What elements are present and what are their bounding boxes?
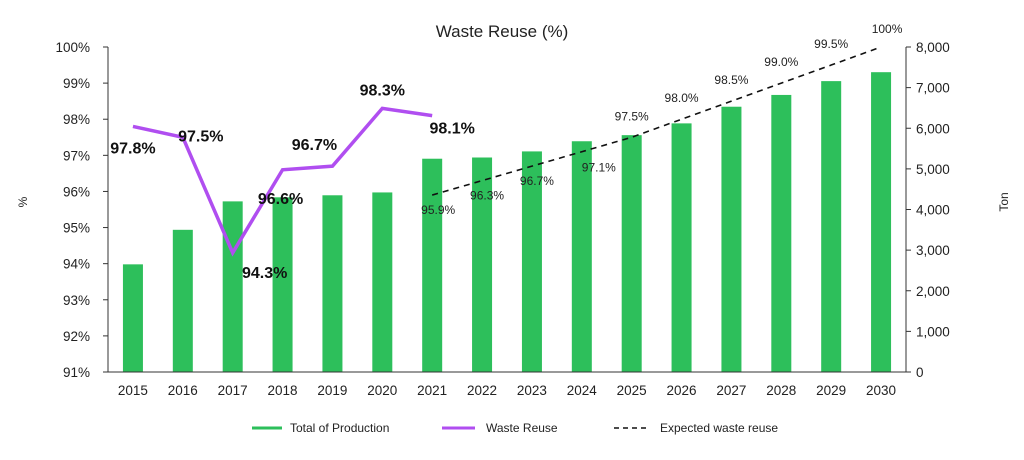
expected-data-label: 98.0%: [665, 91, 699, 105]
waste-reuse-line: [132, 106, 433, 257]
y-right-tick-label: 2,000: [916, 284, 950, 299]
expected-data-label: 98.5%: [714, 73, 748, 87]
y-right-tick-label: 1,000: [916, 324, 950, 339]
waste-reuse-data-label: 97.8%: [110, 140, 155, 157]
data-labels-group: 97.8% 97.5% 94.3% 96.6% 96.7% 98.3% 98.1% 95.9%…: [110, 22, 902, 282]
y-right-tick-label: 4,000: [916, 203, 950, 218]
x-tick-label: 2025: [617, 383, 647, 398]
expected-data-label: 97.1%: [582, 161, 616, 175]
x-tick-label: 2023: [517, 383, 547, 398]
waste-reuse-data-label: 96.6%: [258, 191, 303, 208]
y-left-tick-label: 93%: [63, 293, 90, 308]
y-left-tick-label: 97%: [63, 148, 90, 163]
x-tick-label: 2024: [567, 383, 598, 398]
bar-2022: [472, 157, 493, 372]
expected-data-label: 95.9%: [421, 203, 455, 217]
expected-data-label: 96.7%: [520, 174, 554, 188]
x-tick-label: 2030: [866, 383, 896, 398]
bar-2019: [322, 195, 343, 372]
y-left-tick-label: 95%: [63, 221, 90, 236]
y-axis-left-label: %: [16, 196, 30, 207]
legend: Total of Production Waste Reuse Expected w…: [252, 421, 778, 435]
x-tick-label: 2026: [667, 383, 697, 398]
y-left-tick-label: 92%: [63, 329, 90, 344]
lines-group: [132, 46, 882, 257]
x-tick-label: 2017: [218, 383, 248, 398]
bar-2030: [871, 72, 892, 372]
bar-2029: [821, 81, 842, 372]
expected-waste-reuse-line: [431, 46, 882, 196]
y-axis-right-label: Ton: [997, 192, 1011, 211]
waste-reuse-data-label: 96.7%: [292, 137, 337, 154]
expected-data-label: 96.3%: [470, 189, 504, 203]
legend-label-expected-waste-reuse: Expected waste reuse: [660, 421, 778, 435]
waste-reuse-data-label: 98.1%: [430, 121, 475, 138]
y-left-tick-label: 98%: [63, 112, 90, 127]
expected-data-label: 97.5%: [615, 109, 649, 123]
waste-reuse-data-label: 98.3%: [360, 82, 405, 99]
bar-2020: [372, 192, 393, 372]
y-right-tick-label: 3,000: [916, 243, 950, 258]
bar-2026: [671, 123, 692, 372]
y-right-tick-label: 0: [916, 365, 924, 380]
bar-2028: [771, 94, 792, 372]
expected-data-label: 99.0%: [764, 55, 798, 69]
bar-2018: [272, 197, 293, 372]
chart-title: Waste Reuse (%): [436, 22, 569, 41]
x-tick-label: 2019: [317, 383, 347, 398]
expected-data-label: 99.5%: [814, 37, 848, 51]
bars-group: [122, 72, 892, 372]
x-tick-label: 2015: [118, 383, 148, 398]
y-left-tick-label: 94%: [63, 257, 90, 272]
bar-2015: [122, 264, 143, 372]
y-right-tick-label: 6,000: [916, 121, 950, 136]
x-tick-label: 2020: [367, 383, 397, 398]
y-right-tick-label: 5,000: [916, 162, 950, 177]
x-tick-label: 2021: [417, 383, 447, 398]
bar-2021: [422, 158, 443, 372]
x-tick-label: 2029: [816, 383, 846, 398]
ticks-group: 91% 92% 93% 94% 95% 96% 97% 98% 99% 100% 0 1,000 2,0…: [55, 40, 949, 398]
y-left-tick-label: 100%: [55, 40, 90, 55]
waste-reuse-data-label: 97.5%: [178, 128, 223, 145]
legend-label-waste-reuse: Waste Reuse: [486, 421, 558, 435]
x-tick-label: 2016: [168, 383, 198, 398]
expected-data-label: 100%: [872, 22, 903, 36]
bar-2024: [571, 141, 592, 372]
y-left-tick-label: 99%: [63, 76, 90, 91]
bar-2016: [172, 229, 193, 372]
y-right-tick-label: 8,000: [916, 40, 950, 55]
y-left-tick-label: 91%: [63, 365, 90, 380]
y-left-tick-label: 96%: [63, 184, 90, 199]
x-tick-label: 2018: [268, 383, 298, 398]
bar-2027: [721, 106, 742, 372]
y-right-tick-label: 7,000: [916, 81, 950, 96]
bar-2017: [222, 201, 243, 372]
bar-2025: [621, 135, 642, 372]
waste-reuse-data-label: 94.3%: [242, 265, 287, 282]
x-tick-label: 2027: [716, 383, 746, 398]
x-tick-label: 2028: [766, 383, 796, 398]
x-tick-label: 2022: [467, 383, 497, 398]
bar-2023: [521, 151, 542, 372]
legend-label-total-production: Total of Production: [290, 421, 389, 435]
